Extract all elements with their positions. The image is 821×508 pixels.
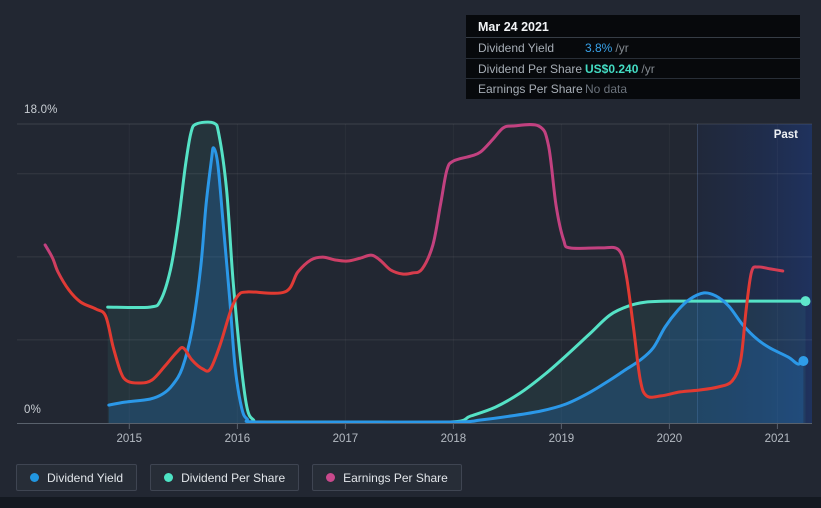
legend-label: Dividend Per Share xyxy=(181,470,286,485)
series-end-dot xyxy=(800,296,811,307)
dividend-yield-area xyxy=(108,147,804,424)
x-tick-label: 2016 xyxy=(225,433,251,445)
legend-item-earnings-per-share[interactable]: Earnings Per Share xyxy=(312,464,462,491)
y-axis-min-label: 0% xyxy=(24,404,42,416)
tooltip-row-earnings-per-share: Earnings Per Share No data xyxy=(466,79,800,99)
legend-item-dividend-per-share[interactable]: Dividend Per Share xyxy=(150,464,300,491)
earnings-per-share-line xyxy=(43,123,785,399)
past-label: Past xyxy=(773,129,798,141)
legend-label: Dividend Yield xyxy=(47,470,124,485)
tooltip-label: Dividend Yield xyxy=(478,40,555,55)
past-band xyxy=(697,124,812,423)
tooltip-row-dividend-yield: Dividend Yield 3.8% /yr xyxy=(466,38,800,59)
chart-tooltip: Mar 24 2021 Dividend Yield 3.8% /yr Divi… xyxy=(466,15,800,99)
series-end-dot xyxy=(798,356,809,366)
legend-item-dividend-yield[interactable]: Dividend Yield xyxy=(16,464,138,491)
tooltip-row-dividend-per-share: Dividend Per Share US$0.240 /yr xyxy=(466,59,800,80)
x-tick-label: 2017 xyxy=(333,433,359,445)
dividend-per-share-area xyxy=(107,122,806,423)
dividend-per-share-dot-icon xyxy=(164,473,174,482)
tooltip-suffix: /yr xyxy=(641,61,655,76)
legend-label: Earnings Per Share xyxy=(343,470,448,485)
tooltip-value: 3.8% xyxy=(585,40,613,55)
dividend-yield-dot-icon xyxy=(30,473,39,482)
tooltip-date: Mar 24 2021 xyxy=(466,15,800,38)
x-tick-label: 2018 xyxy=(441,433,467,445)
y-axis-max-label: 18.0% xyxy=(24,104,58,116)
dividend-yield-line xyxy=(107,146,805,424)
tooltip-suffix: /yr xyxy=(615,40,629,55)
tooltip-label: Earnings Per Share xyxy=(478,82,583,97)
earnings-per-share-dot-icon xyxy=(326,473,336,482)
x-tick-label: 2015 xyxy=(117,433,143,445)
x-tick-label: 2020 xyxy=(657,433,683,445)
tooltip-value: No data xyxy=(585,82,628,97)
tooltip-value: US$0.240 xyxy=(585,61,639,76)
x-tick-label: 2021 xyxy=(765,433,791,445)
footer-strip xyxy=(0,497,821,508)
legend: Dividend Yield Dividend Per Share Earnin… xyxy=(16,464,462,491)
x-tick-label: 2019 xyxy=(549,433,575,445)
series-group xyxy=(43,120,807,424)
tooltip-label: Dividend Per Share xyxy=(478,61,583,76)
